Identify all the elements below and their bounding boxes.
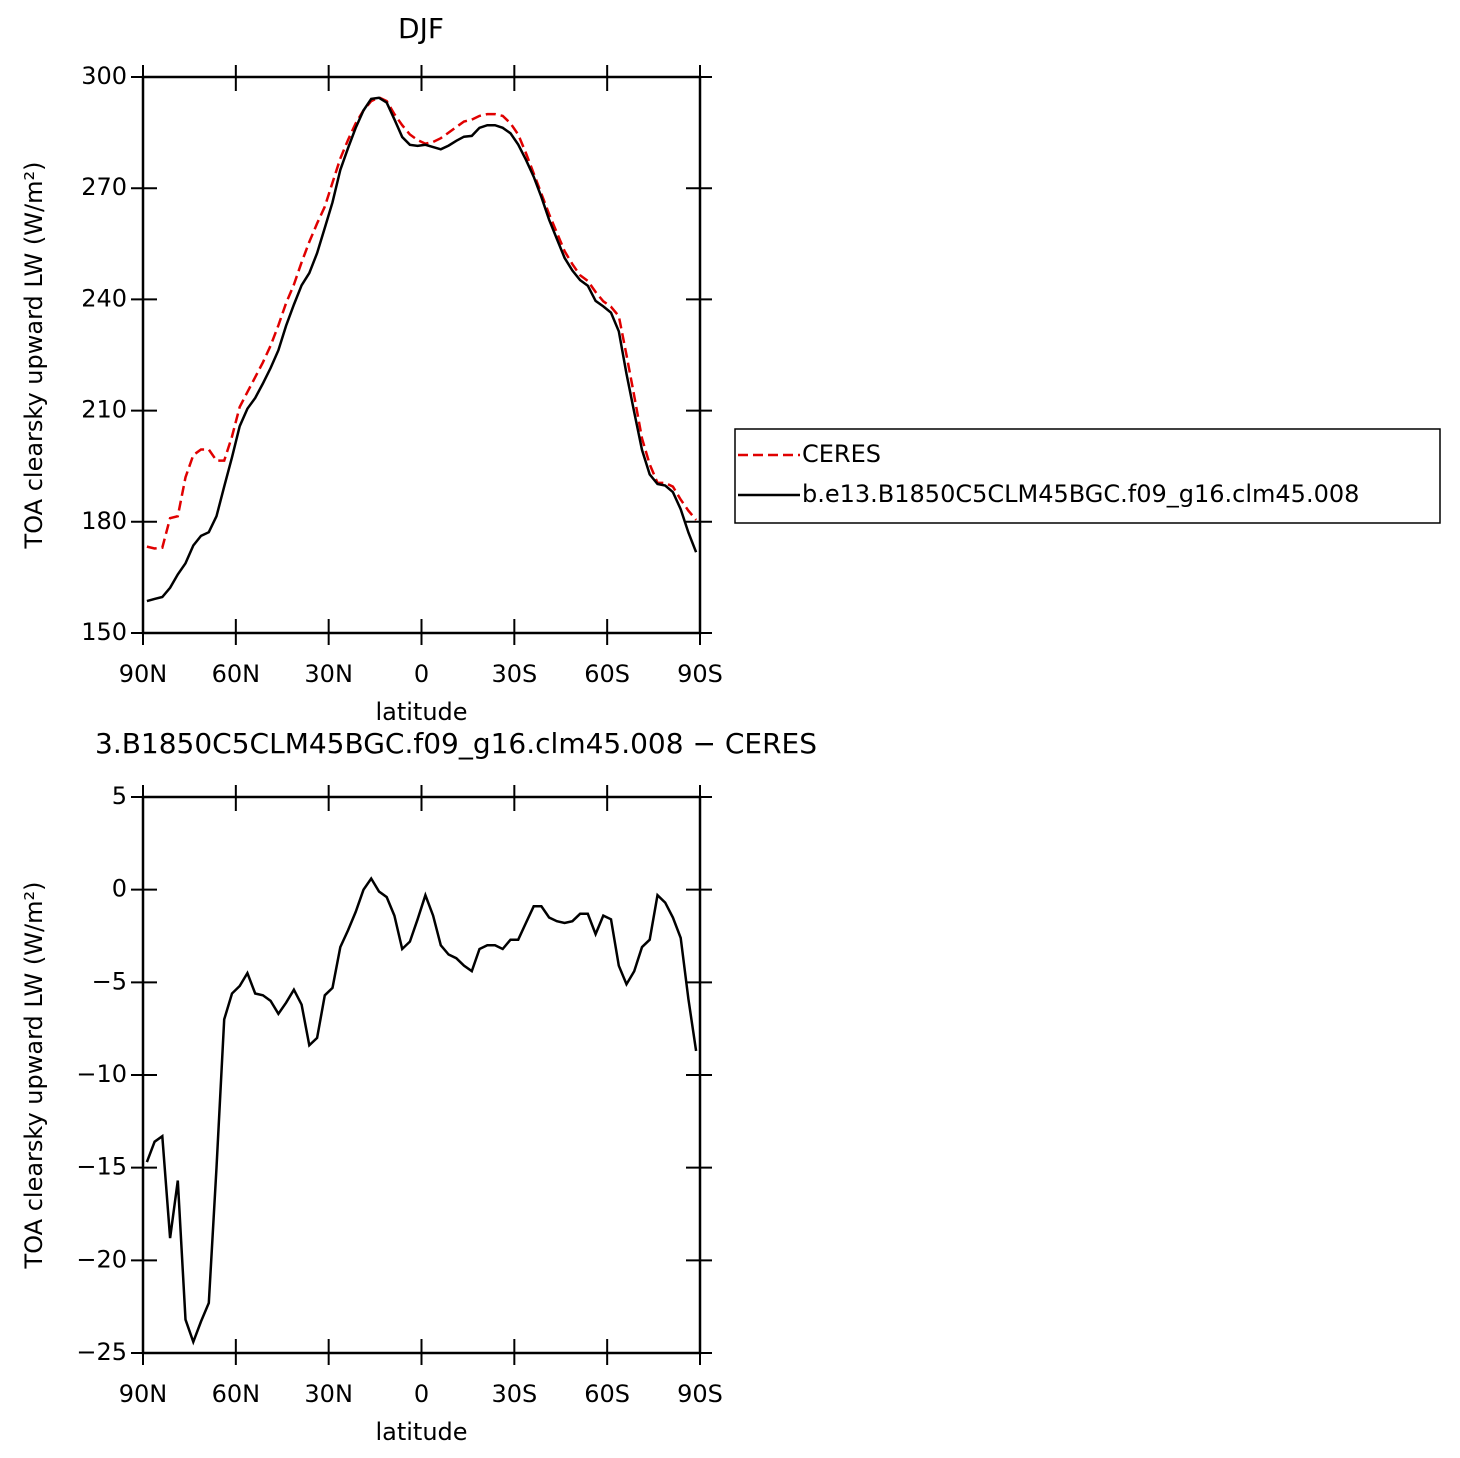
y-tick-label: 210	[81, 396, 127, 424]
y-tick-label: 240	[81, 284, 127, 312]
data-line	[146, 96, 698, 550]
y-tick-label: 5	[112, 782, 127, 810]
x-tick-label: 0	[414, 660, 429, 688]
y-tick-label: −25	[76, 1338, 127, 1366]
y-tick-label: −15	[76, 1153, 127, 1181]
x-axis-label: latitude	[375, 1418, 467, 1446]
x-tick-label: 60S	[584, 1380, 630, 1408]
x-tick-label: 60S	[584, 660, 630, 688]
y-axis-label: TOA clearsky upward LW (W/m²)	[20, 162, 48, 550]
legend-box	[734, 428, 1441, 524]
x-tick-label: 30S	[491, 1380, 537, 1408]
x-tick-label: 30S	[491, 660, 537, 688]
data-line	[146, 96, 698, 603]
x-axis-label: latitude	[375, 698, 467, 726]
x-tick-label: 90S	[677, 1380, 723, 1408]
chart-title: DJF	[398, 12, 444, 45]
y-tick-label: −10	[76, 1060, 127, 1088]
x-tick-label: 60N	[212, 660, 261, 688]
legend-label: CERES	[802, 440, 881, 468]
y-axis-label: TOA clearsky upward LW (W/m²)	[20, 882, 48, 1270]
data-line	[145, 876, 698, 1346]
y-tick-label: 150	[81, 618, 127, 646]
y-tick-label: −5	[92, 967, 127, 995]
y-tick-label: −20	[76, 1245, 127, 1273]
y-tick-label: 270	[81, 173, 127, 201]
x-tick-label: 90S	[677, 660, 723, 688]
x-tick-label: 30N	[304, 660, 353, 688]
x-tick-label: 60N	[212, 1380, 261, 1408]
plot-frame	[141, 795, 702, 1355]
x-tick-label: 30N	[304, 1380, 353, 1408]
plot-frame	[141, 75, 702, 635]
x-tick-label: 90N	[119, 1380, 168, 1408]
chart-title: 3.B1850C5CLM45BGC.f09_g16.clm45.008 − CE…	[95, 727, 817, 760]
x-tick-label: 0	[414, 1380, 429, 1408]
y-tick-label: 300	[81, 62, 127, 90]
legend-label: b.e13.B1850C5CLM45BGC.f09_g16.clm45.008	[802, 480, 1359, 508]
y-tick-label: 0	[112, 875, 127, 903]
x-tick-label: 90N	[119, 660, 168, 688]
y-tick-label: 180	[81, 507, 127, 535]
